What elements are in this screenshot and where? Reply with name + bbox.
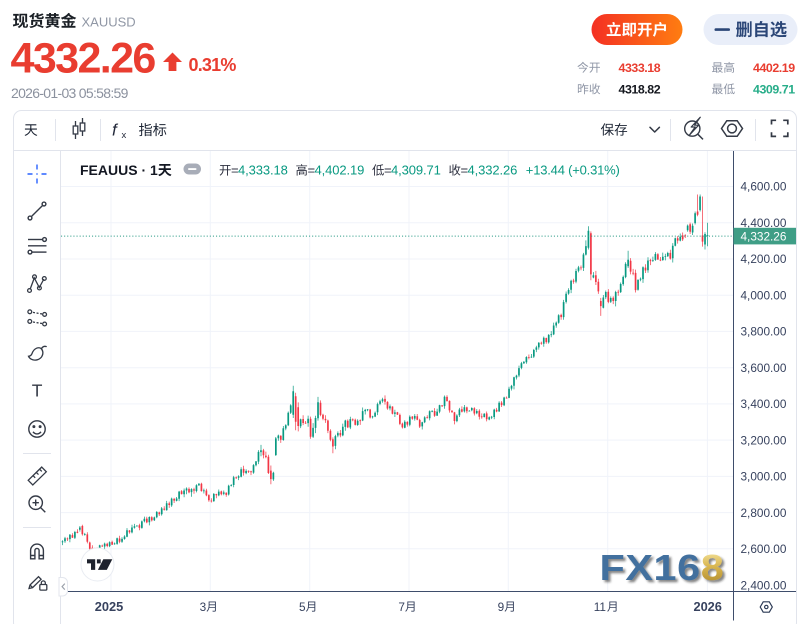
svg-text:11: 11: [594, 600, 606, 614]
svg-text:4,400.00: 4,400.00: [741, 216, 787, 230]
svg-text:3: 3: [200, 600, 207, 614]
svg-text:4,000.00: 4,000.00: [741, 288, 787, 302]
svg-text:5: 5: [299, 600, 306, 614]
svg-text:=: =: [384, 163, 392, 178]
svg-text:3,200.00: 3,200.00: [741, 433, 787, 447]
svg-text:2,800.00: 2,800.00: [741, 506, 787, 520]
svg-text:4402.19: 4402.19: [753, 61, 795, 75]
svg-text:4,332.26: 4,332.26: [741, 229, 787, 243]
svg-text:2025: 2025: [95, 599, 123, 614]
svg-text:4,402.19: 4,402.19: [315, 163, 365, 178]
svg-text:3,800.00: 3,800.00: [741, 325, 787, 339]
svg-text:FX168: FX168: [600, 548, 725, 588]
svg-text:XAUUSD: XAUUSD: [82, 15, 136, 30]
svg-text:2,400.00: 2,400.00: [741, 578, 787, 592]
svg-text:3,400.00: 3,400.00: [741, 397, 787, 411]
svg-text:4,200.00: 4,200.00: [741, 252, 787, 266]
svg-text:4,600.00: 4,600.00: [741, 180, 787, 194]
svg-text:3,600.00: 3,600.00: [741, 361, 787, 375]
svg-text:2026-01-03 05:58:59: 2026-01-03 05:58:59: [11, 85, 129, 101]
svg-text:7: 7: [398, 600, 405, 614]
svg-text:2,600.00: 2,600.00: [741, 542, 787, 556]
svg-text:4,333.18: 4,333.18: [238, 163, 288, 178]
svg-text:4333.18: 4333.18: [619, 61, 661, 75]
svg-text:FEAUUS · 1: FEAUUS · 1: [80, 162, 158, 178]
svg-text:=: =: [461, 163, 469, 178]
svg-text:0.31%: 0.31%: [189, 55, 237, 75]
svg-text:=: =: [231, 163, 239, 178]
svg-text:2026: 2026: [693, 599, 721, 614]
svg-text:T: T: [32, 381, 43, 401]
svg-text:3,000.00: 3,000.00: [741, 470, 787, 484]
svg-text:4,309.71: 4,309.71: [391, 163, 441, 178]
svg-text:4,332.26: 4,332.26: [468, 163, 518, 178]
svg-text:4332.26: 4332.26: [11, 35, 156, 83]
svg-text:4309.71: 4309.71: [753, 82, 795, 96]
svg-text:f: f: [112, 121, 119, 140]
svg-text:x: x: [122, 130, 127, 141]
svg-text:4318.82: 4318.82: [619, 82, 661, 96]
svg-text:=: =: [308, 163, 316, 178]
svg-text:+13.44 (+0.31%): +13.44 (+0.31%): [526, 163, 620, 178]
svg-text:9: 9: [498, 600, 505, 614]
